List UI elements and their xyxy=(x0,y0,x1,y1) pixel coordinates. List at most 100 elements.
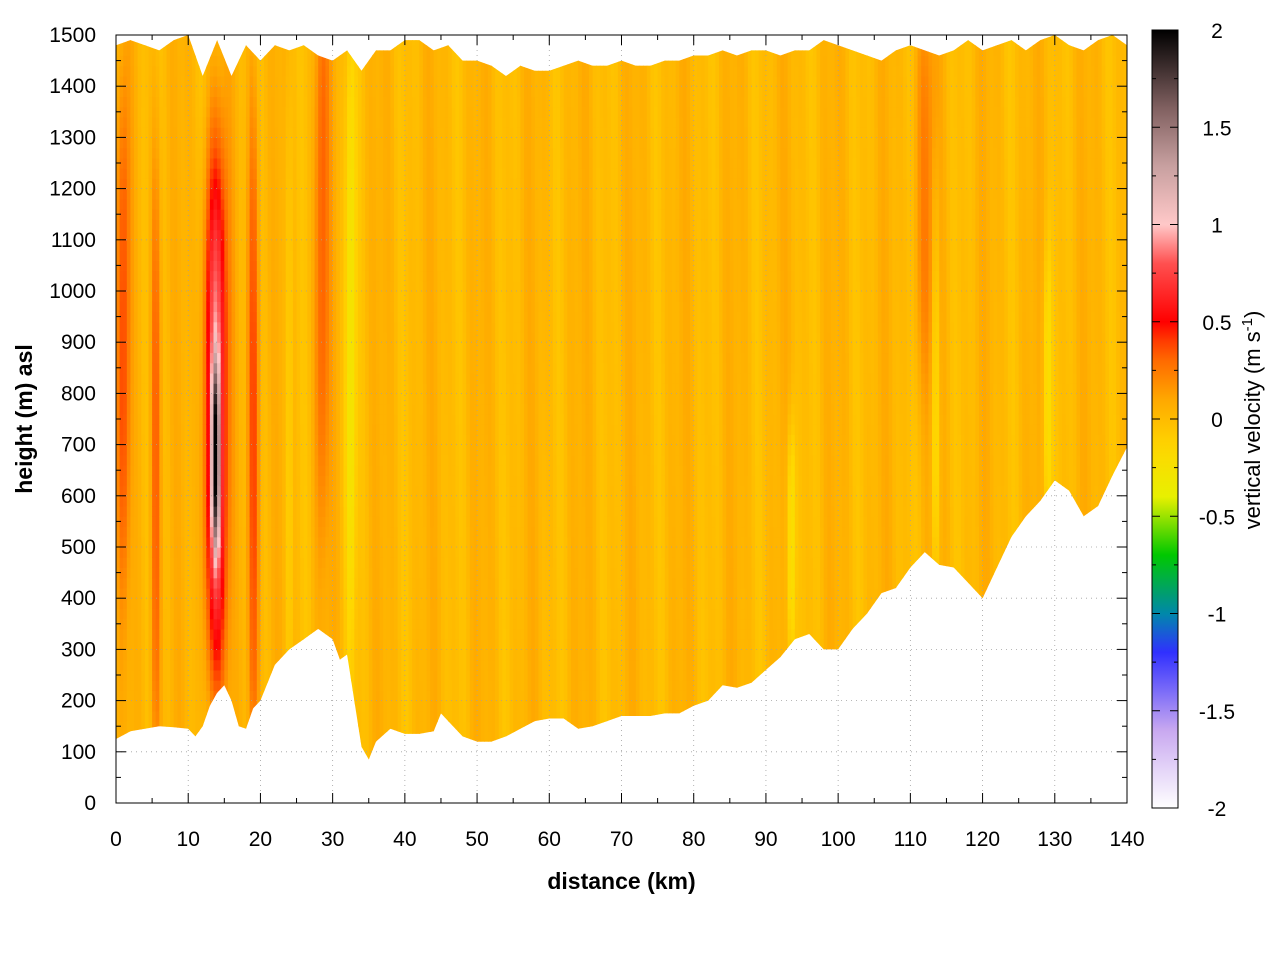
heatmap-cell xyxy=(232,793,236,804)
heatmap-cell xyxy=(293,619,297,630)
heatmap-cell xyxy=(127,301,131,312)
heatmap-cell xyxy=(149,373,153,384)
heatmap-cell xyxy=(221,701,225,712)
heatmap-cell xyxy=(343,752,347,763)
heatmap-cell xyxy=(325,608,329,619)
heatmap-cell xyxy=(253,516,257,527)
heatmap-cell xyxy=(322,189,326,200)
heatmap-cell xyxy=(343,608,347,619)
heatmap-cell xyxy=(315,363,319,374)
heatmap-cell xyxy=(185,701,189,712)
heatmap-cell xyxy=(278,148,282,159)
heatmap-cell xyxy=(343,701,347,712)
heatmap-cell xyxy=(318,45,322,56)
heatmap-cell xyxy=(300,117,304,128)
heatmap-cell xyxy=(174,465,178,476)
heatmap-cell xyxy=(322,301,326,312)
heatmap-cell xyxy=(206,557,210,568)
heatmap-cell xyxy=(235,537,239,548)
heatmap-cell xyxy=(253,629,257,640)
heatmap-cell xyxy=(177,342,181,353)
heatmap-cell xyxy=(188,588,192,599)
heatmap-cell xyxy=(145,445,149,456)
heatmap-cell xyxy=(141,393,145,404)
heatmap-cell xyxy=(264,557,268,568)
heatmap-cell xyxy=(181,772,185,783)
heatmap-cell xyxy=(275,639,279,650)
heatmap-cell xyxy=(177,649,181,660)
heatmap-cell xyxy=(149,629,153,640)
heatmap-cell xyxy=(163,690,167,701)
heatmap-cell xyxy=(246,66,250,77)
heatmap-cell xyxy=(149,271,153,282)
heatmap-cell xyxy=(278,363,282,374)
heatmap-cell xyxy=(260,393,264,404)
heatmap-cell xyxy=(351,680,355,691)
heatmap-cell xyxy=(221,383,225,394)
heatmap-cell xyxy=(293,342,297,353)
heatmap-cell xyxy=(333,772,337,783)
heatmap-cell xyxy=(228,209,232,220)
heatmap-cell xyxy=(195,711,199,722)
heatmap-cell xyxy=(163,189,167,200)
heatmap-cell xyxy=(250,117,254,128)
heatmap-cell xyxy=(195,567,199,578)
heatmap-cell xyxy=(221,506,225,517)
heatmap-cell xyxy=(333,393,337,404)
heatmap-cell xyxy=(134,680,138,691)
heatmap-cell xyxy=(221,363,225,374)
heatmap-cell xyxy=(318,537,322,548)
heatmap-cell xyxy=(199,219,203,230)
heatmap-cell xyxy=(297,619,301,630)
heatmap-cell xyxy=(130,127,134,138)
heatmap-cell xyxy=(278,680,282,691)
heatmap-cell xyxy=(224,772,228,783)
heatmap-cell xyxy=(311,690,315,701)
heatmap-cell xyxy=(235,506,239,517)
heatmap-cell xyxy=(221,311,225,322)
heatmap-cell xyxy=(250,527,254,538)
heatmap-cell xyxy=(278,434,282,445)
heatmap-cell xyxy=(156,567,160,578)
heatmap-cell xyxy=(282,45,286,56)
heatmap-cell xyxy=(300,465,304,476)
heatmap-cell xyxy=(351,260,355,271)
heatmap-cell xyxy=(120,649,124,660)
heatmap-cell xyxy=(235,547,239,558)
heatmap-cell xyxy=(354,506,358,517)
heatmap-cell xyxy=(232,404,236,415)
heatmap-cell xyxy=(210,45,214,56)
heatmap-cell xyxy=(293,465,297,476)
heatmap-cell xyxy=(152,311,156,322)
heatmap-cell xyxy=(141,352,145,363)
heatmap-cell xyxy=(343,86,347,97)
heatmap-cell xyxy=(145,322,149,333)
heatmap-cell xyxy=(228,35,232,46)
heatmap-cell xyxy=(282,383,286,394)
heatmap-cell xyxy=(232,332,236,343)
heatmap-cell xyxy=(159,414,163,425)
heatmap-cell xyxy=(177,137,181,148)
heatmap-cell xyxy=(253,557,257,568)
heatmap-cell xyxy=(123,690,127,701)
heatmap-cell xyxy=(275,189,279,200)
heatmap-cell xyxy=(307,414,311,425)
heatmap-cell xyxy=(300,209,304,220)
heatmap-cell xyxy=(333,383,337,394)
heatmap-cell xyxy=(275,342,279,353)
heatmap-cell xyxy=(152,506,156,517)
heatmap-cell xyxy=(127,158,131,169)
heatmap-cell xyxy=(264,445,268,456)
heatmap-cell xyxy=(300,762,304,773)
heatmap-cell xyxy=(315,783,319,794)
heatmap-cell xyxy=(221,660,225,671)
heatmap-cell xyxy=(217,45,221,56)
heatmap-cell xyxy=(145,260,149,271)
heatmap-cell xyxy=(130,363,134,374)
heatmap-cell xyxy=(232,762,236,773)
heatmap-cell xyxy=(322,291,326,302)
heatmap-cell xyxy=(163,199,167,210)
heatmap-cell xyxy=(203,424,207,435)
heatmap-cell xyxy=(300,701,304,712)
heatmap-cell xyxy=(210,281,214,292)
